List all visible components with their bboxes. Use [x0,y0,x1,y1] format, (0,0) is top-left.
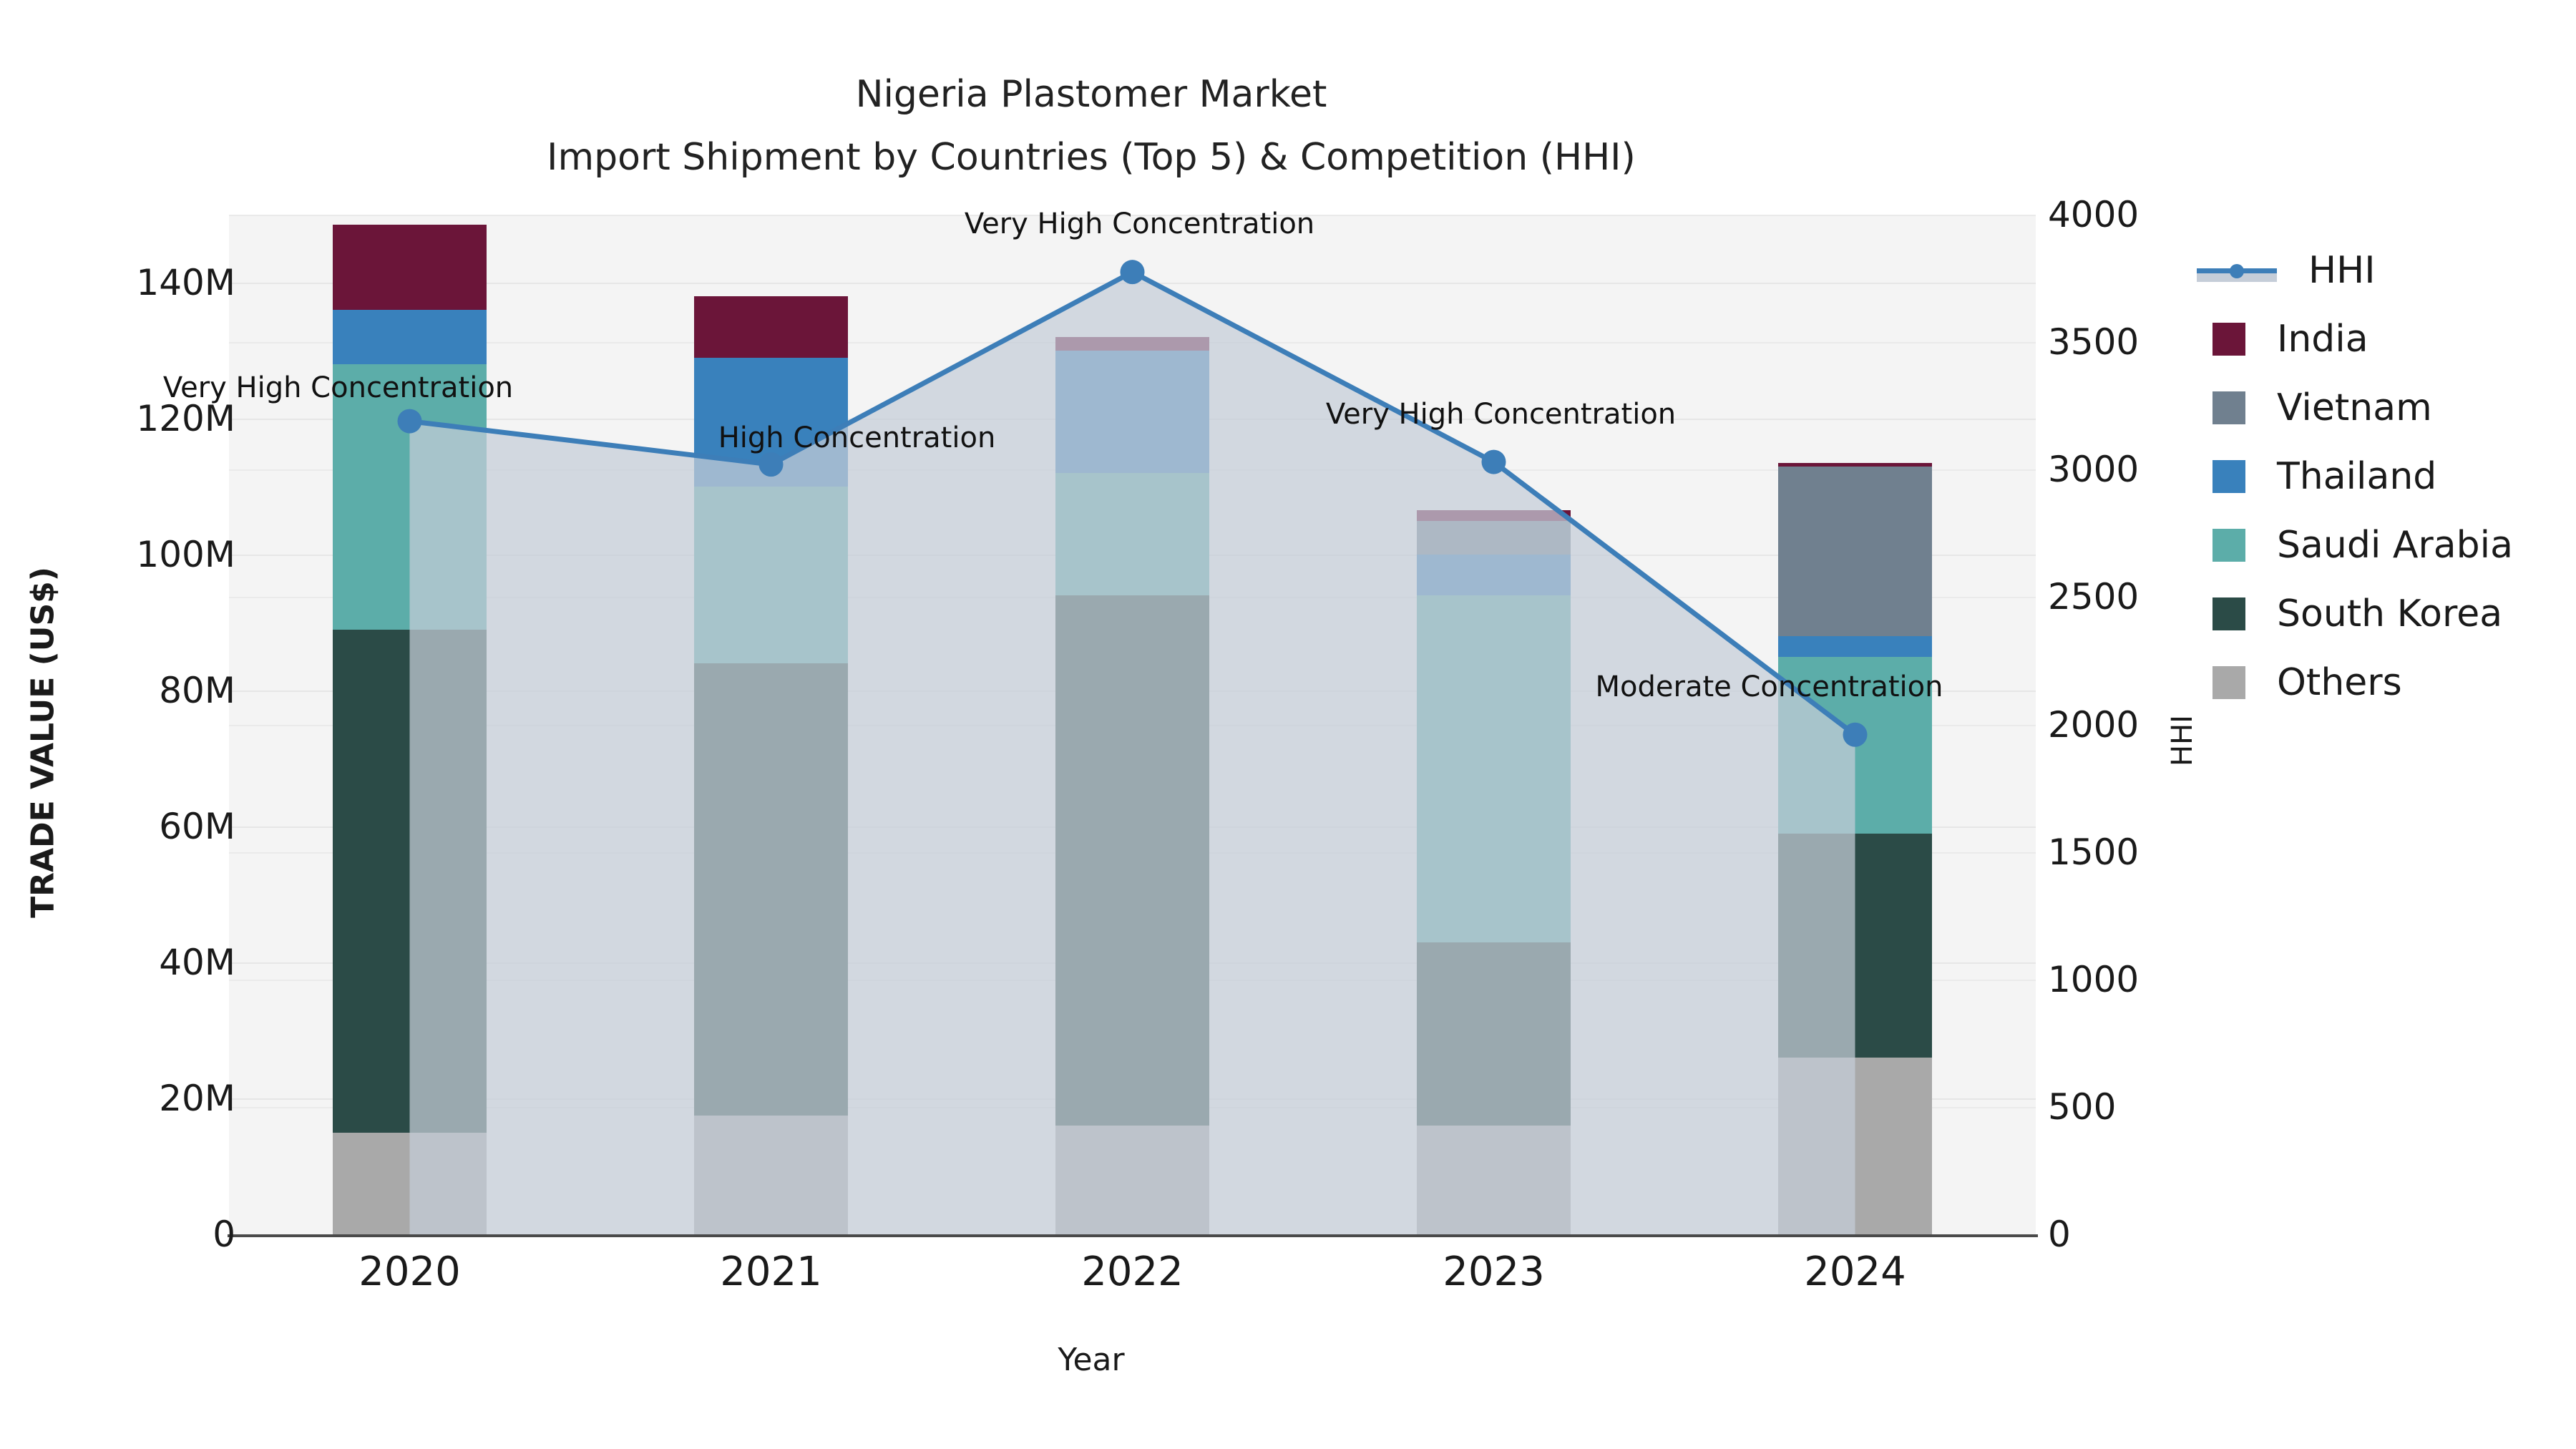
legend-item[interactable]: India [2197,305,2569,374]
bar-segment[interactable] [1055,337,1209,351]
y-axis-left-tick: 40M [159,942,235,983]
bar-segment[interactable] [1055,1126,1209,1234]
y-axis-right-tick: 0 [2048,1214,2071,1255]
y-axis-left-tick: 120M [136,398,235,439]
hhi-annotation: Moderate Concentration [1595,670,1943,703]
bar-segment[interactable] [1778,1058,1932,1234]
legend-item[interactable]: HHI [2197,236,2569,305]
y-axis-left-tick: 100M [136,534,235,575]
legend-color-swatch [2212,460,2245,493]
bar-segment[interactable] [1417,520,1571,555]
y-axis-left-tick: 20M [159,1078,235,1119]
y-axis-left-tick: 0 [213,1214,235,1255]
legend-item-label: Vietnam [2277,386,2432,429]
legend-item[interactable]: Saudi Arabia [2197,511,2569,580]
y-axis-right-tick: 2500 [2048,576,2140,618]
legend-color-swatch [2212,323,2245,356]
bar-segment[interactable] [694,663,848,1116]
bar-segment[interactable] [694,1115,848,1234]
legend-item-label: South Korea [2277,592,2503,635]
y-axis-right-tick: 3000 [2048,449,2140,491]
y-axis-right-tick: 1000 [2048,958,2140,1000]
bar-segment[interactable] [1778,462,1932,467]
x-axis-tick: 2020 [358,1249,461,1295]
y-axis-left-label: TRADE VALUE (US$) [24,567,62,918]
legend-item[interactable]: South Korea [2197,580,2569,648]
legend-item[interactable]: Others [2197,648,2569,717]
y-axis-right-label: HHI [2166,715,2199,766]
x-axis-tick: 2023 [1443,1249,1545,1295]
legend-item-label: Thailand [2277,455,2437,498]
y-axis-left-tick: 80M [159,670,235,711]
legend-color-swatch [2212,666,2245,699]
legend-line-dot [2230,264,2244,278]
gridline-right [229,215,2036,216]
bar-segment[interactable] [1055,351,1209,473]
legend-color-swatch [2212,391,2245,424]
legend-item-label: Others [2277,661,2402,704]
legend-item[interactable]: Thailand [2197,442,2569,511]
bar-segment[interactable] [1055,473,1209,595]
y-axis-right-tick: 2000 [2048,703,2140,746]
legend: HHI India Vietnam Thailand Saudi Arabia South… [2197,236,2569,717]
bar-segment[interactable] [333,310,487,364]
x-axis-line [228,1234,2038,1237]
plot-area [229,215,2036,1234]
bar-segment[interactable] [333,629,487,1133]
hhi-annotation: Very High Concentration [1325,397,1677,431]
y-axis-right-tick: 500 [2048,1085,2117,1128]
bar-segment[interactable] [694,296,848,358]
chart-title: Nigeria Plastomer Market Import Shipment… [0,63,2182,189]
x-axis-tick: 2022 [1081,1249,1184,1295]
bar-segment[interactable] [1417,1126,1571,1234]
bar-segment[interactable] [333,225,487,310]
x-axis-tick: 2021 [720,1249,822,1295]
y-axis-right-tick: 4000 [2048,194,2140,235]
legend-item-label: India [2277,318,2368,361]
hhi-annotation: High Concentration [718,421,996,455]
bar-segment[interactable] [333,364,487,630]
bar-segment[interactable] [1417,555,1571,595]
y-axis-right-tick: 1500 [2048,831,2140,873]
hhi-annotation: Very High Concentration [964,208,1315,241]
y-axis-right-tick: 3500 [2048,321,2140,364]
gridline-left [229,283,2036,284]
legend-color-swatch [2212,597,2245,630]
hhi-annotation: Very High Concentration [162,371,514,404]
chart-title-line-1: Nigeria Plastomer Market [855,73,1327,116]
legend-line-icon [2197,254,2277,287]
bar-segment[interactable] [1778,833,1932,1058]
y-axis-left-tick: 60M [159,806,235,847]
x-axis-label: Year [1058,1342,1125,1378]
legend-item-label: Saudi Arabia [2277,524,2513,567]
legend-item-label: HHI [2308,249,2376,292]
legend-item[interactable]: Vietnam [2197,374,2569,442]
chart-title-line-2: Import Shipment by Countries (Top 5) & C… [547,136,1636,179]
bar-segment[interactable] [333,1132,487,1234]
bar-segment[interactable] [1055,595,1209,1126]
bar-segment[interactable] [1778,466,1932,636]
bar-segment[interactable] [1778,636,1932,657]
y-axis-left-tick: 140M [136,262,235,303]
bar-segment[interactable] [1417,510,1571,521]
bar-segment[interactable] [694,487,848,663]
bar-segment[interactable] [1417,595,1571,942]
legend-color-swatch [2212,529,2245,562]
bar-segment[interactable] [1417,942,1571,1126]
x-axis-tick: 2024 [1804,1249,1906,1295]
